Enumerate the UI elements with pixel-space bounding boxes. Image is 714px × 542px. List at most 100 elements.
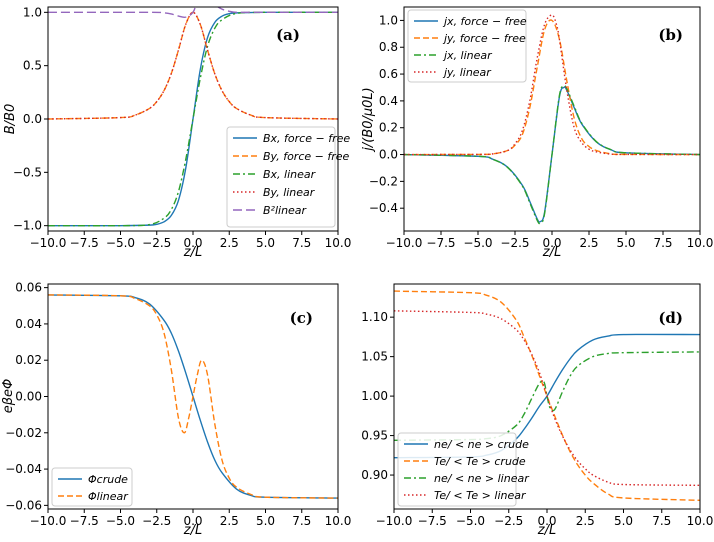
legend-box xyxy=(226,126,336,228)
x-axis-label: z/L xyxy=(542,245,561,260)
legend-entry-1: Φlinear xyxy=(88,490,129,503)
series-line-1 xyxy=(48,294,338,499)
y-tick-label: −0.02 xyxy=(5,426,42,440)
panel-c: −10.0 −7.5 −5.0 −2.5 0.0 2.5 5.0 7.5 10.0 −0.06 −0… xyxy=(1,281,351,538)
y-tick-label: 0.04 xyxy=(15,317,42,331)
y-tick-label: −1.0 xyxy=(13,219,42,233)
x-axis-label: z/L xyxy=(537,523,556,538)
y-tick-label: −0.2 xyxy=(369,174,398,188)
x-tick-label: −10.0 xyxy=(30,514,67,528)
series-line-1 xyxy=(394,290,700,502)
x-tick-label: 10.0 xyxy=(687,236,714,250)
x-tick-label: −5.0 xyxy=(106,236,135,250)
legend-entry-1: Te/ < Te > crude xyxy=(434,455,526,468)
x-tick-label: 10.0 xyxy=(325,514,352,528)
x-tick-label: 0.0 xyxy=(183,514,202,528)
y-tick-label: 0.00 xyxy=(15,390,42,404)
y-tick-label: 0.5 xyxy=(23,59,42,73)
series-line-4 xyxy=(48,7,338,19)
x-axis-label: z/L xyxy=(183,245,202,260)
panel-b: −10.0 −7.5 −5.0 −2.5 0.0 2.5 5.0 7.5 10.0 −0.4 −0.… xyxy=(361,6,714,260)
x-tick-label: 2.5 xyxy=(576,514,595,528)
legend-box xyxy=(397,432,517,507)
legend-entry-1: jy, force − free xyxy=(442,32,526,45)
legend: jx, force − free jy, force − free jx, line… xyxy=(407,9,527,83)
x-tick-label: 0.0 xyxy=(183,236,202,250)
y-axis-label: B/B0 xyxy=(3,104,18,135)
x-tick-label: 10.0 xyxy=(325,236,352,250)
y-tick-label: −0.4 xyxy=(369,201,398,215)
legend: Φcrude Φlinear xyxy=(51,467,133,507)
y-tick-label: 1.0 xyxy=(379,13,398,27)
x-tick-label: 10.0 xyxy=(687,514,714,528)
x-tick-label: −5.0 xyxy=(106,514,135,528)
y-tick-label: 0.0 xyxy=(379,148,398,162)
y-tick-label: 1.0 xyxy=(23,5,42,19)
panel-a: −10.0 −7.5 −5.0 −2.5 0.0 2.5 5.0 7.5 10.0 −1.0 −0.… xyxy=(3,5,352,260)
x-tick-label: 7.5 xyxy=(652,514,671,528)
y-tick-label: 1.00 xyxy=(361,389,388,403)
y-tick-label: −0.04 xyxy=(5,462,42,476)
legend-box xyxy=(407,9,527,83)
x-tick-label: −2.5 xyxy=(142,236,171,250)
series-line-0 xyxy=(48,11,338,227)
y-axis-label: j/(B0/μ0L) xyxy=(361,87,376,153)
legend-entry-3: By, linear xyxy=(263,186,316,199)
panel-label: (a) xyxy=(276,26,300,44)
legend-entry-4: B²linear xyxy=(263,204,308,217)
x-tick-label: 5.0 xyxy=(614,514,633,528)
series-line-3 xyxy=(404,14,700,156)
legend-entry-2: ne/ < ne > linear xyxy=(434,472,530,485)
legend-entry-0: jx, force − free xyxy=(442,15,527,28)
x-tick-label: 5.0 xyxy=(256,514,275,528)
x-tick-label: 0.0 xyxy=(542,236,561,250)
x-tick-label: 7.5 xyxy=(653,236,672,250)
y-tick-label: 1.10 xyxy=(361,310,388,324)
x-tick-label: −5.0 xyxy=(456,514,485,528)
series-line-2 xyxy=(404,84,700,225)
series-line-2 xyxy=(48,11,338,227)
legend-entry-0: Bx, force − free xyxy=(263,132,350,145)
y-tick-label: 0.8 xyxy=(379,40,398,54)
x-tick-label: −10.0 xyxy=(30,236,67,250)
x-tick-label: −7.5 xyxy=(70,236,99,250)
y-tick-label: 0.95 xyxy=(361,429,388,443)
y-tick-label: 0.2 xyxy=(379,121,398,135)
panel-d: −10.0 −7.5 −5.0 −2.5 0.0 2.5 5.0 7.5 10.0 0.90 0.9… xyxy=(361,283,714,538)
x-tick-label: 0.0 xyxy=(537,514,556,528)
legend-entry-0: Φcrude xyxy=(88,473,128,486)
legend: Bx, force − free By, force − free Bx, line… xyxy=(226,126,350,228)
legend-entry-0: ne/ < ne > crude xyxy=(434,438,529,451)
x-tick-label: 5.0 xyxy=(256,236,275,250)
x-tick-label: 2.5 xyxy=(220,236,239,250)
x-tick-label: 5.0 xyxy=(616,236,635,250)
y-tick-label: −0.5 xyxy=(13,165,42,179)
y-tick-label: 0.6 xyxy=(379,67,398,81)
y-tick-label: −0.06 xyxy=(5,498,42,512)
series-line-3 xyxy=(394,310,700,487)
x-axis-label: z/L xyxy=(183,523,202,538)
x-tick-label: −10.0 xyxy=(386,236,423,250)
x-tick-label: 7.5 xyxy=(292,236,311,250)
x-tick-label: −5.0 xyxy=(463,236,492,250)
y-tick-label: 1.05 xyxy=(361,350,388,364)
x-tick-label: −2.5 xyxy=(142,514,171,528)
x-tick-label: 2.5 xyxy=(220,514,239,528)
panel-label: (b) xyxy=(658,26,683,44)
legend-entry-2: Bx, linear xyxy=(263,168,317,181)
panel-label: (d) xyxy=(658,309,683,327)
legend: ne/ < ne > crude Te/ < Te > crude ne/ < ne… xyxy=(397,432,530,507)
legend-entry-3: jy, linear xyxy=(442,66,492,79)
x-tick-label: −10.0 xyxy=(376,514,413,528)
x-tick-label: −2.5 xyxy=(500,236,529,250)
legend-entry-2: jx, linear xyxy=(442,49,493,62)
legend-entry-1: By, force − free xyxy=(263,150,350,163)
y-tick-label: 0.90 xyxy=(361,468,388,482)
x-tick-label: −2.5 xyxy=(494,514,523,528)
x-tick-label: 7.5 xyxy=(292,514,311,528)
x-tick-label: −7.5 xyxy=(426,236,455,250)
y-tick-label: 0.4 xyxy=(379,94,398,108)
panel-label: (c) xyxy=(290,309,313,327)
legend-entry-3: Te/ < Te > linear xyxy=(434,489,527,502)
